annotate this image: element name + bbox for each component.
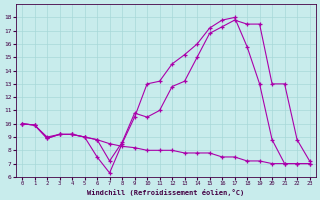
X-axis label: Windchill (Refroidissement éolien,°C): Windchill (Refroidissement éolien,°C)	[87, 189, 244, 196]
